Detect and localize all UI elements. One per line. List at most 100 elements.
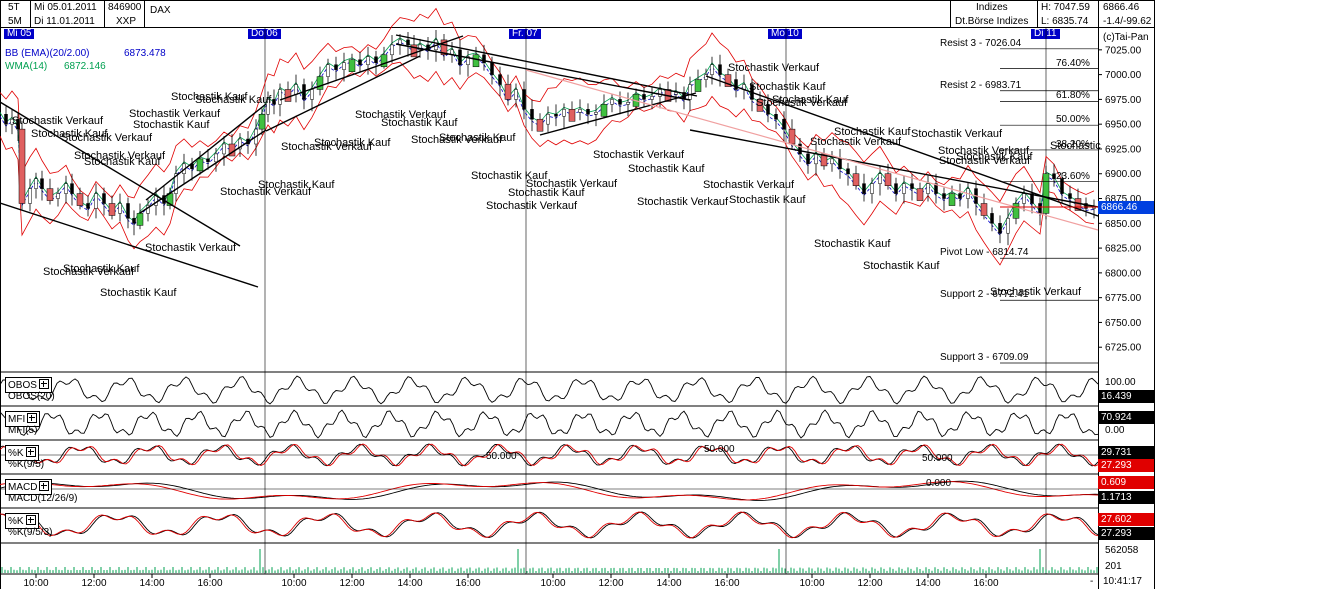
annotation-label: Stochastic	[1050, 140, 1101, 152]
macd-0-label: 0.000	[926, 478, 952, 489]
candle-body	[1042, 173, 1050, 214]
candle-body	[694, 79, 702, 92]
candle-body	[86, 203, 90, 209]
candle-body	[852, 173, 860, 186]
candle-body	[846, 168, 850, 174]
oscillator-line	[0, 375, 1099, 405]
mfi-button[interactable]: MFI	[5, 411, 41, 427]
candle-body	[358, 59, 362, 65]
level-label: 23.60%	[1056, 170, 1090, 182]
candle-body	[348, 59, 356, 72]
candle-body	[862, 183, 866, 194]
stoch-name: %K(9/5)	[8, 459, 45, 470]
annotation-label: Stochastik Kauf	[729, 194, 806, 206]
candle-body	[102, 193, 106, 204]
candle-body	[374, 56, 378, 63]
header-interval-1: 5T	[8, 2, 20, 13]
candle-body	[108, 203, 116, 216]
candle-body	[562, 109, 566, 117]
candle-body	[578, 109, 582, 113]
candle-body	[830, 158, 834, 165]
change-value: -1.4/-99.62	[1103, 16, 1152, 27]
candle-body	[294, 84, 298, 95]
candle-body	[342, 62, 346, 70]
annotation-label: Stochastik Kauf	[814, 238, 891, 250]
day-label-4: Di 11	[1031, 29, 1060, 39]
trend-line	[539, 92, 697, 136]
stoch-button[interactable]: %K	[5, 445, 39, 461]
level-label: Support 3 - 6709.09	[940, 351, 1029, 363]
candle-body	[724, 74, 732, 87]
low-value: L: 6835.74	[1041, 16, 1089, 27]
candle-body	[410, 44, 418, 58]
annotation-label: Stochastik Verkauf	[74, 150, 166, 162]
stoch-d-value: 27.293	[1098, 459, 1154, 472]
last-price-box: 6866.46	[1098, 200, 1154, 214]
annotation-label: Stochastik Verkauf	[129, 108, 221, 120]
annotation-label: Stochastik Kauf	[628, 163, 705, 175]
annotation-label: Stochastik Kauf	[508, 187, 585, 199]
candle-body	[28, 188, 32, 204]
annotation-label: Stochastik Verkauf	[486, 200, 578, 212]
candle-body	[600, 104, 608, 117]
annotation-label: Stochastik Kauf	[63, 263, 140, 275]
stoch-k-value: 29.731	[1098, 446, 1154, 459]
candle-body	[734, 79, 738, 90]
footer-time: 10:41:17	[1103, 576, 1142, 587]
annotation-label: Stochastik Kauf	[314, 137, 391, 149]
candle-body	[942, 193, 946, 199]
candle-body	[498, 74, 502, 85]
obos-name: OBOS(20)	[8, 391, 55, 402]
candle-body	[568, 109, 576, 122]
annotation-label: Stochastik Kauf	[956, 151, 1033, 163]
annotation-label: Stochastik Verkauf	[756, 97, 848, 109]
candle-body	[466, 56, 470, 65]
stoch-slow-name: %K(9/5/3)	[8, 527, 53, 538]
candle-body	[238, 138, 242, 150]
header-interval-2: 5M	[8, 16, 22, 27]
stoch-slow-button[interactable]: %K	[5, 513, 39, 529]
x-tick-label: 10:00	[540, 578, 565, 589]
annotation-label: Stochastik Kauf	[258, 179, 335, 191]
candle-body	[174, 173, 178, 194]
candle-body	[1060, 178, 1064, 194]
candle-body	[18, 128, 26, 204]
y-tick-label: 6775.00	[1105, 293, 1142, 304]
obos-value: 16.439	[1098, 390, 1154, 403]
x-tick-label: 14:00	[397, 578, 422, 589]
x-tick-label: 14:00	[915, 578, 940, 589]
bb-label: BB (EMA)(20/2.00)	[5, 48, 90, 59]
candle-body	[766, 104, 770, 115]
oscillator-line	[0, 481, 1099, 501]
macd-name: MACD(12/26/9)	[8, 493, 78, 504]
annotation-label: Stochastik Kauf	[749, 81, 826, 93]
level-label: 76.40%	[1056, 57, 1090, 69]
x-tick-label: 12:00	[339, 578, 364, 589]
x-tick-label: 16:00	[197, 578, 222, 589]
x-tick-label: 16:00	[714, 578, 739, 589]
trend-line	[279, 35, 464, 101]
obos-button[interactable]: OBOS	[5, 377, 52, 393]
header-code-1: 846900	[108, 2, 142, 13]
annotation-label: Stochastik Kauf	[171, 91, 248, 103]
candle-body	[440, 39, 448, 56]
oscillator-line	[0, 443, 1099, 467]
mfi-name: MFI(5)	[8, 425, 38, 436]
candle-body	[916, 188, 924, 201]
annotation-label: Stochastik Verkauf	[61, 132, 153, 144]
macd-button[interactable]: MACD	[5, 479, 53, 495]
candle-body	[326, 64, 330, 77]
candle-body	[626, 102, 630, 105]
candle-body	[782, 118, 786, 130]
y-tick-label: 6900.00	[1105, 169, 1142, 180]
annotation-label: Stochastik Verkauf	[593, 149, 685, 161]
candle-body	[718, 64, 722, 75]
candle-body	[536, 118, 544, 132]
annotation-label: Stochastik Verkauf	[281, 141, 373, 153]
candle-body	[594, 112, 598, 115]
candle-body	[1052, 173, 1056, 179]
candle-body	[1022, 193, 1026, 204]
level-label: 61.80%	[1056, 90, 1090, 102]
plus-icon	[25, 447, 36, 457]
candle-body	[136, 213, 144, 226]
